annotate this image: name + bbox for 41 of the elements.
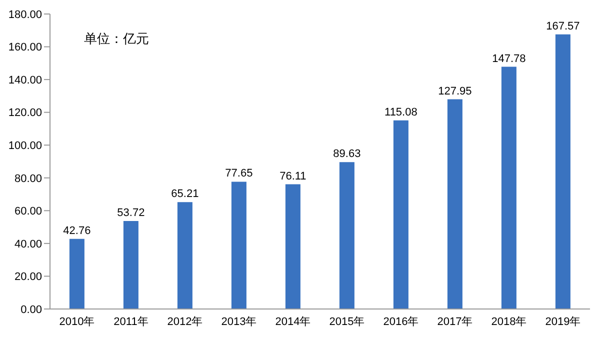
- bar: [123, 220, 138, 309]
- data-label: 76.11: [280, 170, 306, 182]
- data-label: 53.72: [117, 206, 145, 219]
- annotation: 单位：亿元: [84, 30, 149, 48]
- bar: [555, 34, 570, 309]
- y-tick-label: 40.00: [14, 238, 42, 250]
- bar: [177, 202, 192, 309]
- x-tick-label: 2011年: [114, 316, 148, 328]
- data-label: 167.57: [546, 20, 580, 32]
- data-label: 42.76: [63, 224, 91, 237]
- data-label: 147.78: [492, 52, 526, 65]
- bar: [285, 184, 300, 309]
- x-tick-label: 2013年: [221, 316, 257, 328]
- bar: [393, 120, 408, 309]
- bar: [231, 182, 246, 309]
- y-tick-label: 100.00: [8, 140, 42, 152]
- data-label: 127.95: [438, 85, 472, 98]
- x-tick-label: 2017年: [437, 316, 473, 328]
- x-tick-label: 2015年: [329, 316, 365, 328]
- y-tick-label: 80.00: [14, 172, 42, 185]
- y-tick-label: 60.00: [14, 206, 42, 218]
- data-label: 115.08: [384, 106, 418, 118]
- bar: [501, 66, 516, 309]
- y-tick-label: 0.00: [20, 304, 42, 316]
- y-tick-label: 180.00: [8, 8, 42, 21]
- y-tick-label: 120.00: [8, 107, 42, 120]
- data-label: 65.21: [171, 188, 199, 200]
- x-tick-label: 2012年: [167, 316, 203, 328]
- x-tick-label: 2010年: [59, 316, 95, 328]
- x-tick-label: 2016年: [383, 316, 419, 328]
- x-tick-label: 2018年: [491, 316, 527, 328]
- y-tick-label: 20.00: [14, 271, 42, 284]
- bar: [69, 238, 84, 309]
- y-tick-label: 140.00: [8, 74, 42, 86]
- bar: [339, 162, 354, 309]
- x-tick-label: 2019年: [545, 316, 581, 328]
- data-label: 77.65: [225, 168, 253, 180]
- y-tick-label: 160.00: [8, 42, 42, 54]
- data-label: 89.63: [333, 148, 361, 160]
- bar: [447, 99, 462, 309]
- x-tick-label: 2014年: [275, 316, 311, 328]
